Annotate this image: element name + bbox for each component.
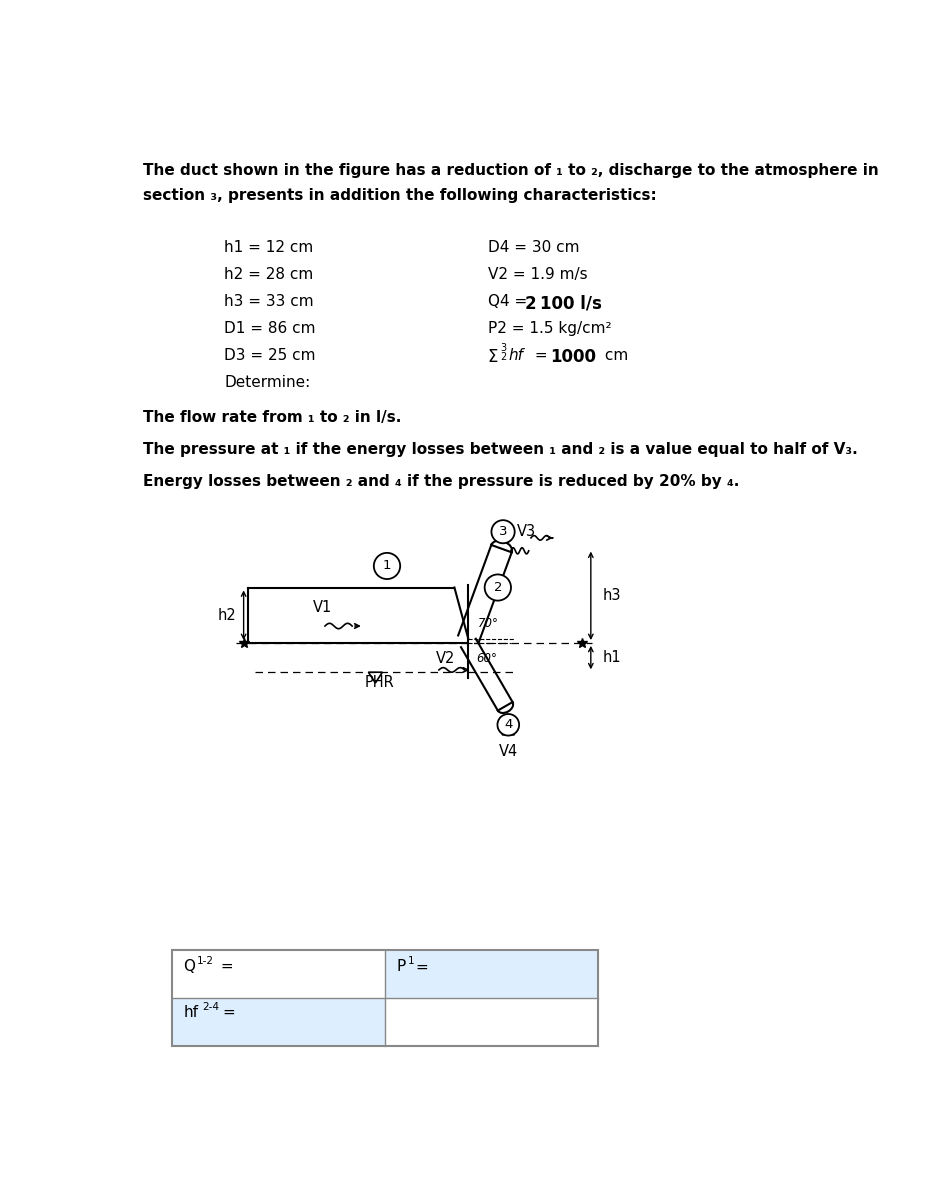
Text: h1 = 12 cm: h1 = 12 cm	[224, 240, 314, 256]
Circle shape	[492, 520, 515, 544]
Text: PHR: PHR	[364, 676, 394, 690]
Text: V2 = 1.9 m/s: V2 = 1.9 m/s	[488, 268, 587, 282]
Text: 1-2: 1-2	[196, 956, 213, 966]
Circle shape	[484, 575, 511, 601]
Text: 1000: 1000	[550, 348, 595, 366]
Text: 1: 1	[382, 559, 392, 572]
Text: D1 = 86 cm: D1 = 86 cm	[224, 322, 316, 336]
FancyBboxPatch shape	[171, 998, 384, 1046]
Circle shape	[497, 714, 519, 736]
Text: 2: 2	[500, 352, 507, 362]
Text: section ₃, presents in addition the following characteristics:: section ₃, presents in addition the foll…	[143, 188, 657, 203]
Text: Σ: Σ	[488, 348, 498, 366]
Text: 70°: 70°	[478, 617, 498, 630]
Text: hf: hf	[183, 1006, 198, 1020]
Text: V2: V2	[436, 650, 456, 666]
Text: =: =	[217, 960, 234, 974]
Text: Q: Q	[183, 960, 195, 974]
Text: D3 = 25 cm: D3 = 25 cm	[224, 348, 316, 364]
Text: h2 = 28 cm: h2 = 28 cm	[224, 268, 314, 282]
Text: 2 100 l/s: 2 100 l/s	[525, 294, 602, 312]
Text: 1: 1	[408, 956, 415, 966]
Text: V4: V4	[499, 744, 518, 760]
Text: =: =	[416, 960, 429, 974]
Text: h2: h2	[218, 607, 236, 623]
Text: Determine:: Determine:	[224, 374, 310, 390]
Text: 4: 4	[504, 719, 512, 731]
Text: 3: 3	[500, 343, 507, 353]
Text: =: =	[531, 348, 553, 364]
Text: cm: cm	[600, 348, 629, 364]
Text: Energy losses between ₂ and ₄ if the pressure is reduced by 20% by ₄.: Energy losses between ₂ and ₄ if the pre…	[143, 474, 739, 490]
Text: P2 = 1.5 kg/cm²: P2 = 1.5 kg/cm²	[488, 322, 611, 336]
FancyBboxPatch shape	[171, 950, 598, 1046]
Text: The flow rate from ₁ to ₂ in l/s.: The flow rate from ₁ to ₂ in l/s.	[143, 409, 401, 425]
Text: 3: 3	[499, 526, 507, 539]
Text: The pressure at ₁ if the energy losses between ₁ and ₂ is a value equal to half : The pressure at ₁ if the energy losses b…	[143, 442, 857, 457]
Text: hf: hf	[508, 348, 524, 364]
Text: Q4 =: Q4 =	[488, 294, 532, 310]
Circle shape	[374, 553, 400, 580]
Text: D4 = 30 cm: D4 = 30 cm	[488, 240, 580, 256]
Text: V1: V1	[313, 600, 332, 616]
Text: 2: 2	[494, 581, 502, 594]
Text: =: =	[222, 1006, 234, 1020]
Text: 60°: 60°	[476, 652, 497, 665]
Text: 2-4: 2-4	[203, 1002, 219, 1012]
Text: P: P	[396, 960, 406, 974]
Text: h3: h3	[603, 588, 621, 604]
FancyBboxPatch shape	[384, 950, 598, 998]
Text: h1: h1	[603, 650, 621, 665]
Text: V3: V3	[517, 524, 536, 539]
Text: h3 = 33 cm: h3 = 33 cm	[224, 294, 314, 310]
Text: The duct shown in the figure has a reduction of ₁ to ₂, discharge to the atmosph: The duct shown in the figure has a reduc…	[143, 163, 879, 179]
